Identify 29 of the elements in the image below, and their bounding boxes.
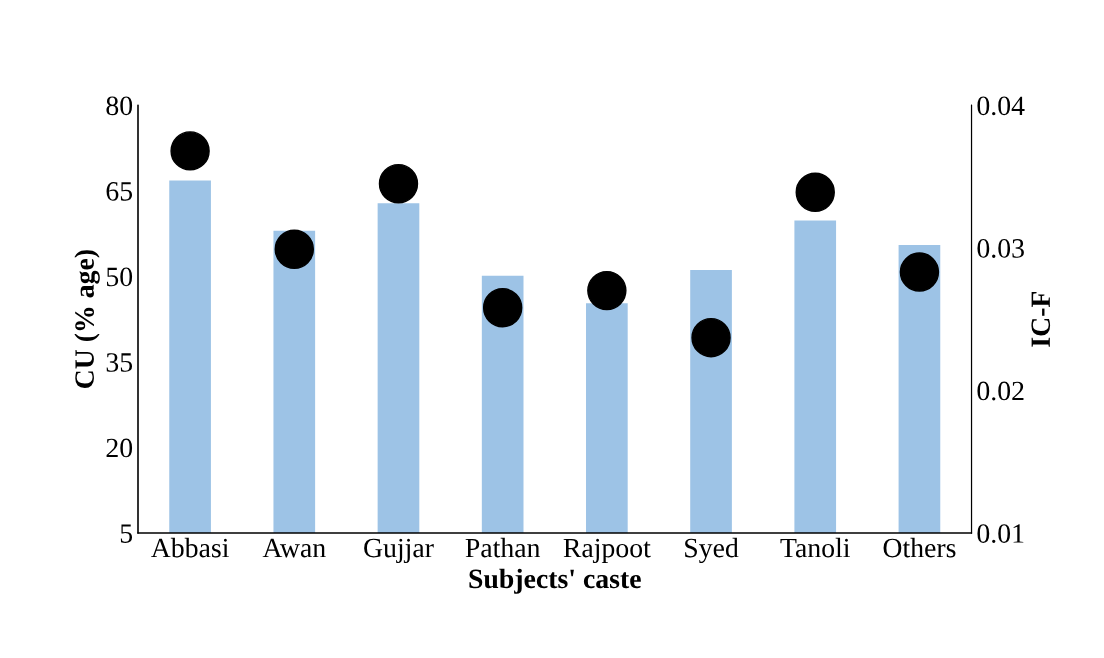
point: [587, 270, 627, 311]
point: [378, 163, 419, 204]
point: [691, 317, 731, 358]
y2-tick-label: 0.01: [977, 524, 1024, 544]
point: [899, 252, 940, 292]
y-tick-label: 65: [106, 182, 133, 201]
x-tick-label: Gujjar: [364, 538, 434, 564]
x-tick-label: Abbasi: [151, 537, 229, 558]
y-tick-label: 35: [106, 353, 133, 372]
y2-tick-label: 0.04: [977, 96, 1025, 116]
x-tick-label: Tanoli: [780, 537, 850, 558]
x-tick-label: Rajpoot: [563, 538, 651, 564]
y2-tick-label: 0.02: [977, 381, 1024, 401]
y2-axis-title: IC-F: [1031, 291, 1051, 347]
x-tick-label: Pathan: [465, 537, 541, 558]
point: [795, 172, 835, 212]
point: [170, 131, 210, 171]
point: [274, 229, 314, 269]
y-tick-label: 5: [120, 524, 133, 543]
x-axis-title: Subjects' caste: [469, 568, 641, 594]
y-tick-label: 20: [106, 438, 133, 458]
x-tick-label: Syed: [685, 537, 739, 564]
x-tick-label: Others: [883, 537, 956, 558]
x-tick-label: Awan: [262, 538, 326, 558]
y2-tick-label: 0.03: [977, 239, 1024, 258]
y-tick-label: 50: [106, 267, 133, 287]
point: [482, 288, 523, 328]
y-tick-label: 80: [106, 96, 133, 116]
y-axis-title: CU (% age): [74, 250, 100, 388]
